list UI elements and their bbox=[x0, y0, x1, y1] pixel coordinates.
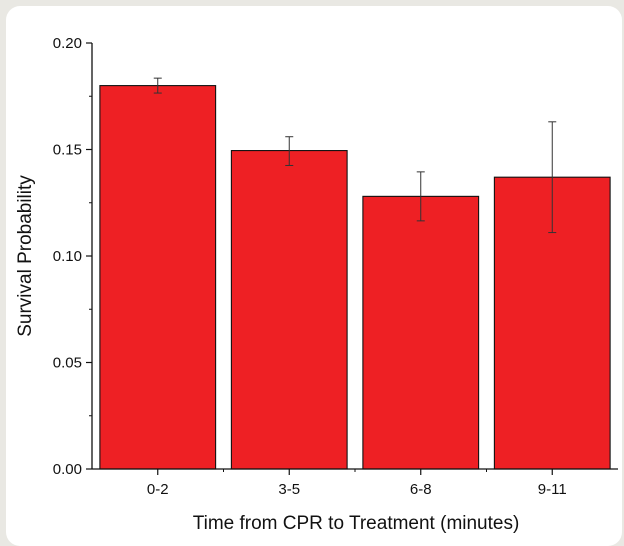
error-bar-3-5 bbox=[285, 136, 294, 166]
y-axis-title: Survival Probability bbox=[15, 175, 36, 337]
bars-layer bbox=[99, 85, 611, 470]
x-ticks-layer: 0-2 3-5 6-8 9-11 bbox=[147, 469, 567, 498]
y-tick-label: 0.05 bbox=[53, 355, 82, 372]
bar-3-5 bbox=[230, 150, 348, 470]
y-tick-label: 0.10 bbox=[53, 248, 82, 265]
y-tick-label: 0.20 bbox=[53, 35, 82, 52]
x-tick-label: 0-2 bbox=[147, 481, 169, 498]
y-tick-label: 0.00 bbox=[53, 461, 82, 478]
bar-6-8 bbox=[362, 195, 480, 470]
error-bar-9-11 bbox=[548, 121, 557, 234]
x-axis-title: Time from CPR to Treatment (minutes) bbox=[193, 513, 520, 534]
x-tick-label: 3-5 bbox=[278, 481, 300, 498]
error-bar-0-2 bbox=[153, 77, 162, 94]
bar-0-2 bbox=[99, 85, 217, 470]
x-tick-label: 6-8 bbox=[410, 481, 432, 498]
y-tick-label: 0.15 bbox=[53, 142, 82, 159]
error-bars-layer bbox=[153, 77, 557, 234]
y-ticks-layer: 0.00 0.05 0.10 0.15 0.20 bbox=[53, 35, 92, 478]
bar-chart: 0.00 0.05 0.10 0.15 0.20 0-2 3-5 6-8 9-11 Time … bbox=[15, 35, 618, 534]
error-bar-6-8 bbox=[416, 171, 425, 222]
x-tick-label: 9-11 bbox=[538, 481, 567, 498]
